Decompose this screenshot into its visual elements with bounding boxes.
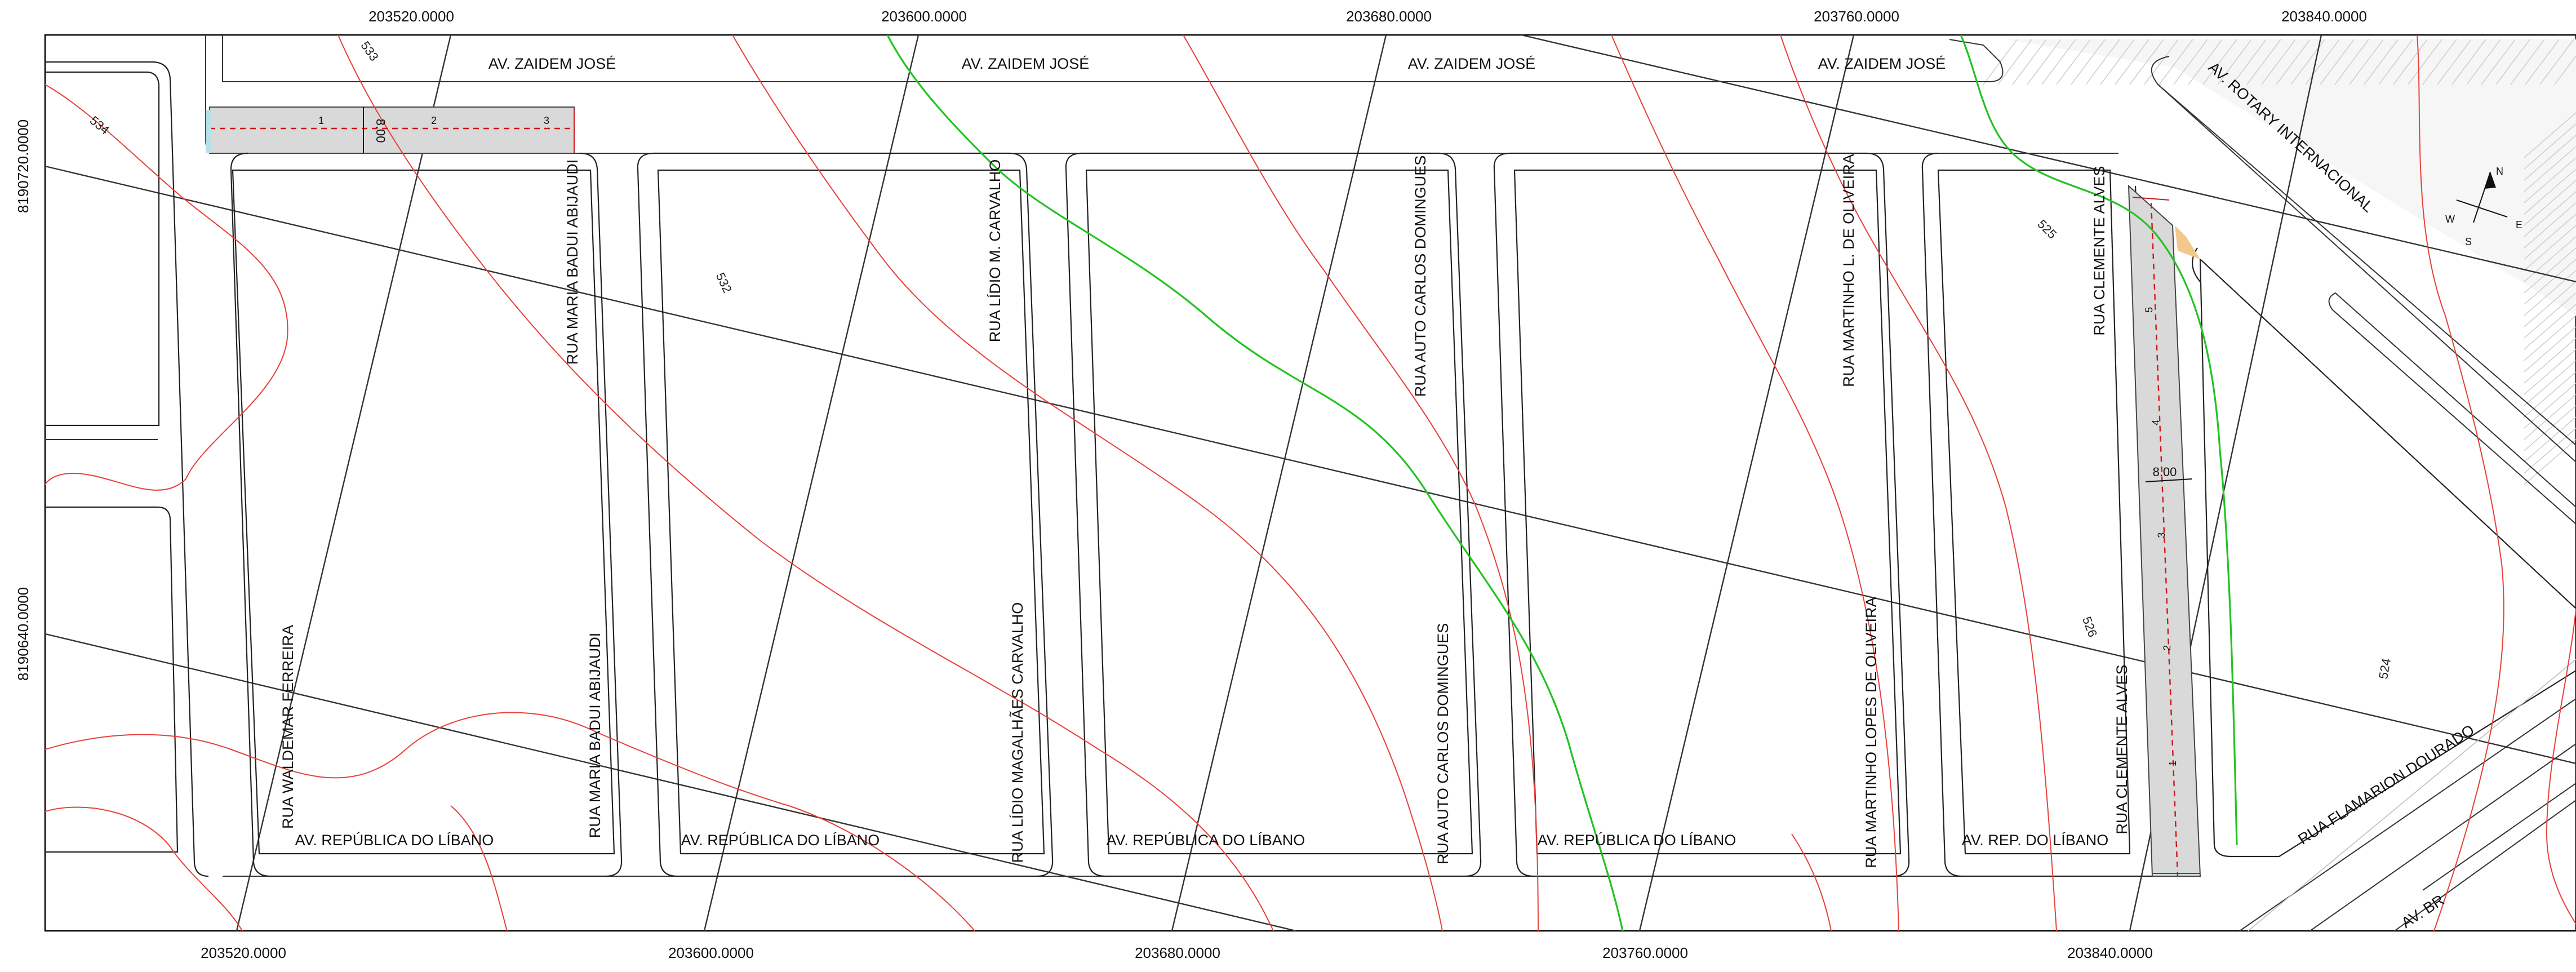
north-arrow-icon: [2456, 171, 2508, 223]
strip-markers: [209, 110, 2200, 874]
station-label: 2: [431, 115, 437, 126]
x-label-bottom: 203680.0000: [1135, 944, 1220, 961]
y-label: 8190720.0000: [15, 119, 32, 213]
street-label: RUA FLAMARION DOURADO: [2295, 721, 2477, 848]
x-label-bottom: 203840.0000: [2067, 944, 2153, 961]
street-label: AV. ZAIDEM JOSÉ: [1818, 55, 1946, 72]
x-label-top: 203760.0000: [1814, 8, 1899, 25]
street-label: RUA MARTINHO L. DE OLIVEIRA: [1840, 154, 1857, 387]
street-label: RUA CLEMENTE ALVES: [2113, 664, 2130, 834]
right-strip-width: 8.00: [2153, 465, 2177, 479]
street-label: AV. ZAIDEM JOSÉ: [488, 55, 616, 72]
contour-lines: [45, 34, 2576, 931]
x-label-bottom: 203520.0000: [201, 944, 286, 961]
station-label: 5: [2143, 307, 2155, 313]
street-label: RUA MARIA BADUI ABIJAUDI: [564, 159, 581, 365]
contour-label: 525: [2035, 217, 2059, 242]
street-label: RUA MARTINHO LOPES DE OLIVEIRA: [1863, 597, 1880, 868]
street-label: AV. REP. DO LÍBANO: [1962, 832, 2109, 849]
hatched-area: [1983, 39, 2576, 485]
street-label: RUA LÍDIO MAGALHÃES CARVALHO: [1009, 602, 1026, 863]
station-label: 1: [318, 115, 324, 126]
north-letter: N: [2496, 166, 2503, 177]
top-strip-width: 8.00: [374, 119, 388, 143]
street-label: AV. REPÚBLICA DO LÍBANO: [681, 831, 880, 849]
street-label: AV. REPÚBLICA DO LÍBANO: [1538, 831, 1736, 849]
street-label: RUA LÍDIO M. CARVALHO: [987, 159, 1003, 343]
street-label: RUA WALDEMAR FERREIRA: [279, 625, 296, 829]
drainage-line-right: [1960, 34, 2238, 846]
station-label: 1: [2167, 760, 2178, 766]
street-label: AV. ZAIDEM JOSÉ: [1408, 55, 1536, 72]
x-label-top: 203520.0000: [368, 8, 454, 25]
street-label: RUA MARIA BADUI ABIJAUDI: [587, 633, 603, 838]
x-label-bottom: 203760.0000: [1602, 944, 1688, 961]
x-label-top: 203600.0000: [881, 8, 967, 25]
contour-label: 533: [358, 38, 381, 63]
street-label: AV. ZAIDEM JOSÉ: [962, 55, 1090, 72]
contour-label: 532: [713, 270, 735, 295]
x-label-top: 203840.0000: [2281, 8, 2367, 25]
contour-label: 524: [2376, 657, 2393, 680]
street-label: RUA CLEMENTE ALVES: [2091, 166, 2108, 335]
drainage-line: [886, 34, 1624, 931]
street-label: AV. REPÚBLICA DO LÍBANO: [295, 831, 494, 849]
station-label: 2: [2161, 645, 2173, 651]
top-strip: [209, 106, 575, 154]
city-blocks: [45, 35, 2576, 931]
y-label: 8190640.0000: [15, 587, 32, 681]
map-frame: [44, 34, 2576, 932]
street-label: AV. BR: [2399, 891, 2448, 931]
station-label: 3: [2156, 532, 2167, 538]
station-label: 4: [2150, 419, 2161, 425]
x-label-top: 203680.0000: [1346, 8, 1432, 25]
west-letter: W: [2445, 214, 2455, 225]
street-label: AV. REPÚBLICA DO LÍBANO: [1107, 831, 1305, 849]
dimensions: [363, 107, 2192, 482]
station-label: 3: [544, 115, 549, 126]
street-label: RUA AUTO CARLOS DOMINGUES: [1434, 623, 1451, 865]
south-letter: S: [2465, 236, 2472, 247]
right-strip-axis: [2150, 202, 2179, 877]
contour-label: 526: [2080, 615, 2100, 639]
x-label-bottom: 203600.0000: [668, 944, 754, 961]
street-label: RUA AUTO CARLOS DOMINGUES: [1412, 156, 1429, 397]
east-letter: E: [2516, 219, 2522, 230]
